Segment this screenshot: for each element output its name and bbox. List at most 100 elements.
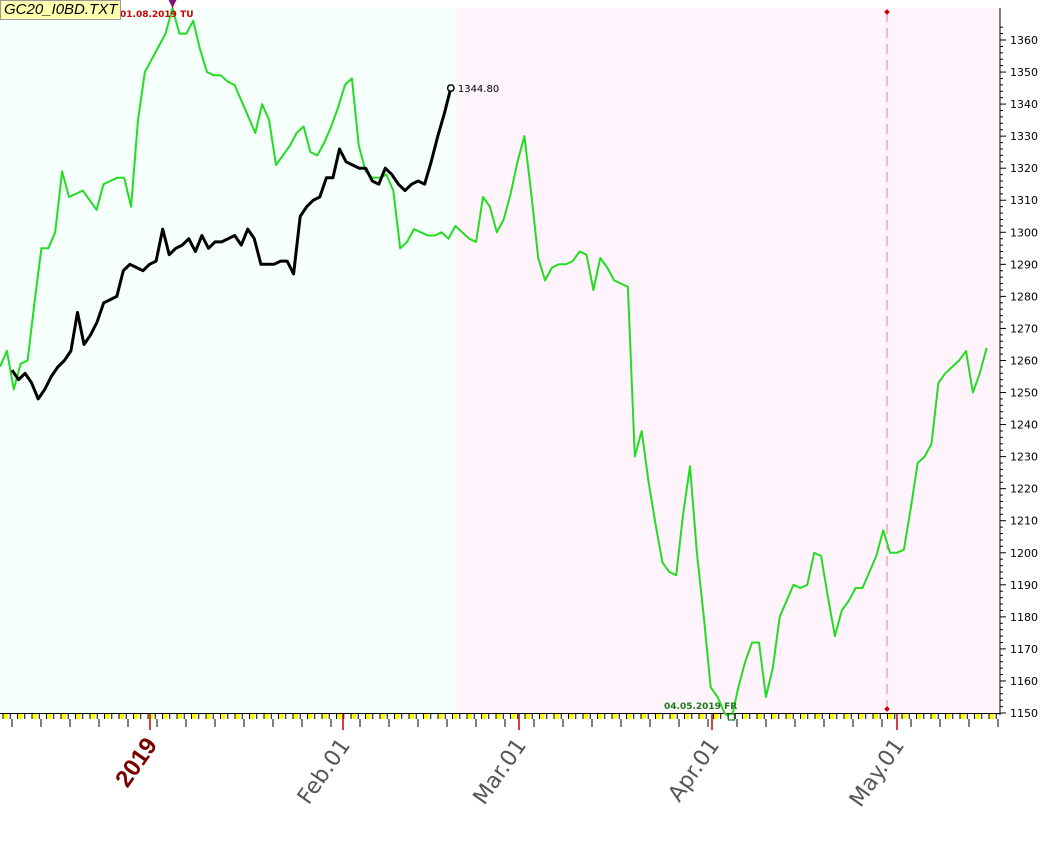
x-day-marker: [17, 714, 23, 719]
x-day-marker: [133, 714, 139, 719]
x-day-marker: [307, 714, 313, 719]
x-day-marker: [931, 714, 936, 719]
x-axis: 2019 Feb.01 Mar.01 Apr.01 May.01: [0, 713, 1000, 812]
low-marker: [727, 713, 736, 721]
y-tick-label: 1220: [1010, 483, 1038, 496]
y-tick-label: 1200: [1010, 547, 1038, 560]
x-day-marker: [351, 714, 356, 719]
x-day-marker: [32, 714, 37, 719]
x-day-marker: [858, 714, 864, 719]
x-day-marker: [46, 714, 52, 719]
background-region-left: [0, 8, 456, 713]
x-day-marker: [641, 714, 646, 719]
x-day-marker: [496, 714, 501, 719]
vertical-marker-top: [884, 9, 890, 15]
x-day-marker: [612, 714, 617, 719]
x-label-month: Apr.01: [664, 734, 725, 807]
y-tick-label: 1170: [1010, 643, 1038, 656]
x-day-marker: [235, 714, 240, 719]
x-day-marker: [104, 714, 110, 719]
y-tick-label: 1320: [1010, 162, 1038, 175]
series-line-green: [0, 7, 988, 721]
x-day-marker: [989, 714, 994, 719]
x-day-marker: [119, 714, 124, 719]
y-tick-label: 1230: [1010, 451, 1038, 464]
x-day-marker: [75, 714, 81, 719]
x-day-marker: [713, 714, 719, 719]
y-tick-label: 1270: [1010, 322, 1038, 335]
x-day-marker: [191, 714, 197, 719]
x-day-marker: [467, 714, 472, 719]
x-day-marker: [960, 714, 965, 719]
y-tick-label: 1260: [1010, 354, 1038, 367]
x-day-marker: [452, 714, 458, 719]
x-day-marker: [887, 714, 893, 719]
y-tick-label: 1210: [1010, 515, 1038, 528]
y-tick-label: 1300: [1010, 226, 1038, 239]
x-day-marker: [583, 714, 588, 719]
y-tick-label: 1190: [1010, 579, 1038, 592]
x-day-marker: [220, 714, 226, 719]
x-day-marker: [757, 714, 762, 719]
last-value-label: 1344.80: [458, 84, 499, 95]
y-tick-label: 1180: [1010, 611, 1038, 624]
x-day-marker: [597, 714, 603, 719]
series-line-black: [10, 87, 453, 401]
x-day-marker: [409, 714, 414, 719]
high-annotation-label: 01.08.2019 TU: [120, 10, 194, 20]
y-tick-label: 1150: [1010, 707, 1038, 720]
x-day-marker: [525, 714, 530, 719]
x-day-marker: [568, 714, 574, 719]
x-day-marker: [293, 714, 298, 719]
x-day-marker: [626, 714, 632, 719]
x-day-marker: [554, 714, 559, 719]
x-day-marker: [278, 714, 284, 719]
x-day-marker: [699, 714, 704, 719]
y-tick-label: 1160: [1010, 675, 1038, 688]
x-day-marker: [322, 714, 327, 719]
last-value-marker: [446, 84, 455, 93]
y-tick-label: 1330: [1010, 130, 1038, 143]
y-axis: 1150 1160 1170 1180 1190 1200 1210 1220 1230 1240…: [999, 8, 1038, 720]
x-day-marker: [684, 714, 690, 719]
x-day-marker: [365, 714, 371, 719]
y-tick-label: 1310: [1010, 194, 1038, 207]
chart-title: GC20_I0BD.TXT: [0, 0, 122, 20]
y-tick-label: 1360: [1010, 34, 1038, 47]
background-region-right: [456, 8, 1000, 713]
x-day-marker: [423, 714, 429, 719]
x-day-marker: [380, 714, 385, 719]
x-day-marker: [177, 714, 182, 719]
x-day-marker: [264, 714, 269, 719]
x-day-marker: [3, 714, 8, 719]
x-day-marker: [829, 714, 835, 719]
x-day-marker: [249, 714, 255, 719]
x-day-marker: [655, 714, 661, 719]
x-label-year: 2019: [110, 733, 163, 792]
x-day-marker: [945, 714, 951, 719]
x-day-marker: [162, 714, 168, 719]
x-day-marker: [336, 714, 342, 719]
y-tick-label: 1280: [1010, 290, 1038, 303]
x-day-marker: [539, 714, 545, 719]
y-tick-label: 1340: [1010, 98, 1038, 111]
low-annotation-label: 04.05.2019 FR: [664, 702, 737, 712]
x-day-marker: [916, 714, 922, 719]
chart-marks: [0, 0, 988, 721]
x-day-marker: [771, 714, 777, 719]
x-day-marker: [742, 714, 748, 719]
x-day-marker: [873, 714, 878, 719]
x-day-marker: [510, 714, 516, 719]
x-day-marker: [902, 714, 907, 719]
vertical-marker-bottom: [884, 706, 890, 712]
y-tick-label: 1350: [1010, 66, 1038, 79]
x-label-month: Mar.01: [469, 734, 532, 809]
x-day-marker: [61, 714, 66, 719]
x-day-marker: [481, 714, 487, 719]
x-day-marker: [394, 714, 400, 719]
x-day-marker: [815, 714, 820, 719]
x-day-marker: [206, 714, 211, 719]
x-day-marker: [786, 714, 791, 719]
x-day-marker: [974, 714, 980, 719]
